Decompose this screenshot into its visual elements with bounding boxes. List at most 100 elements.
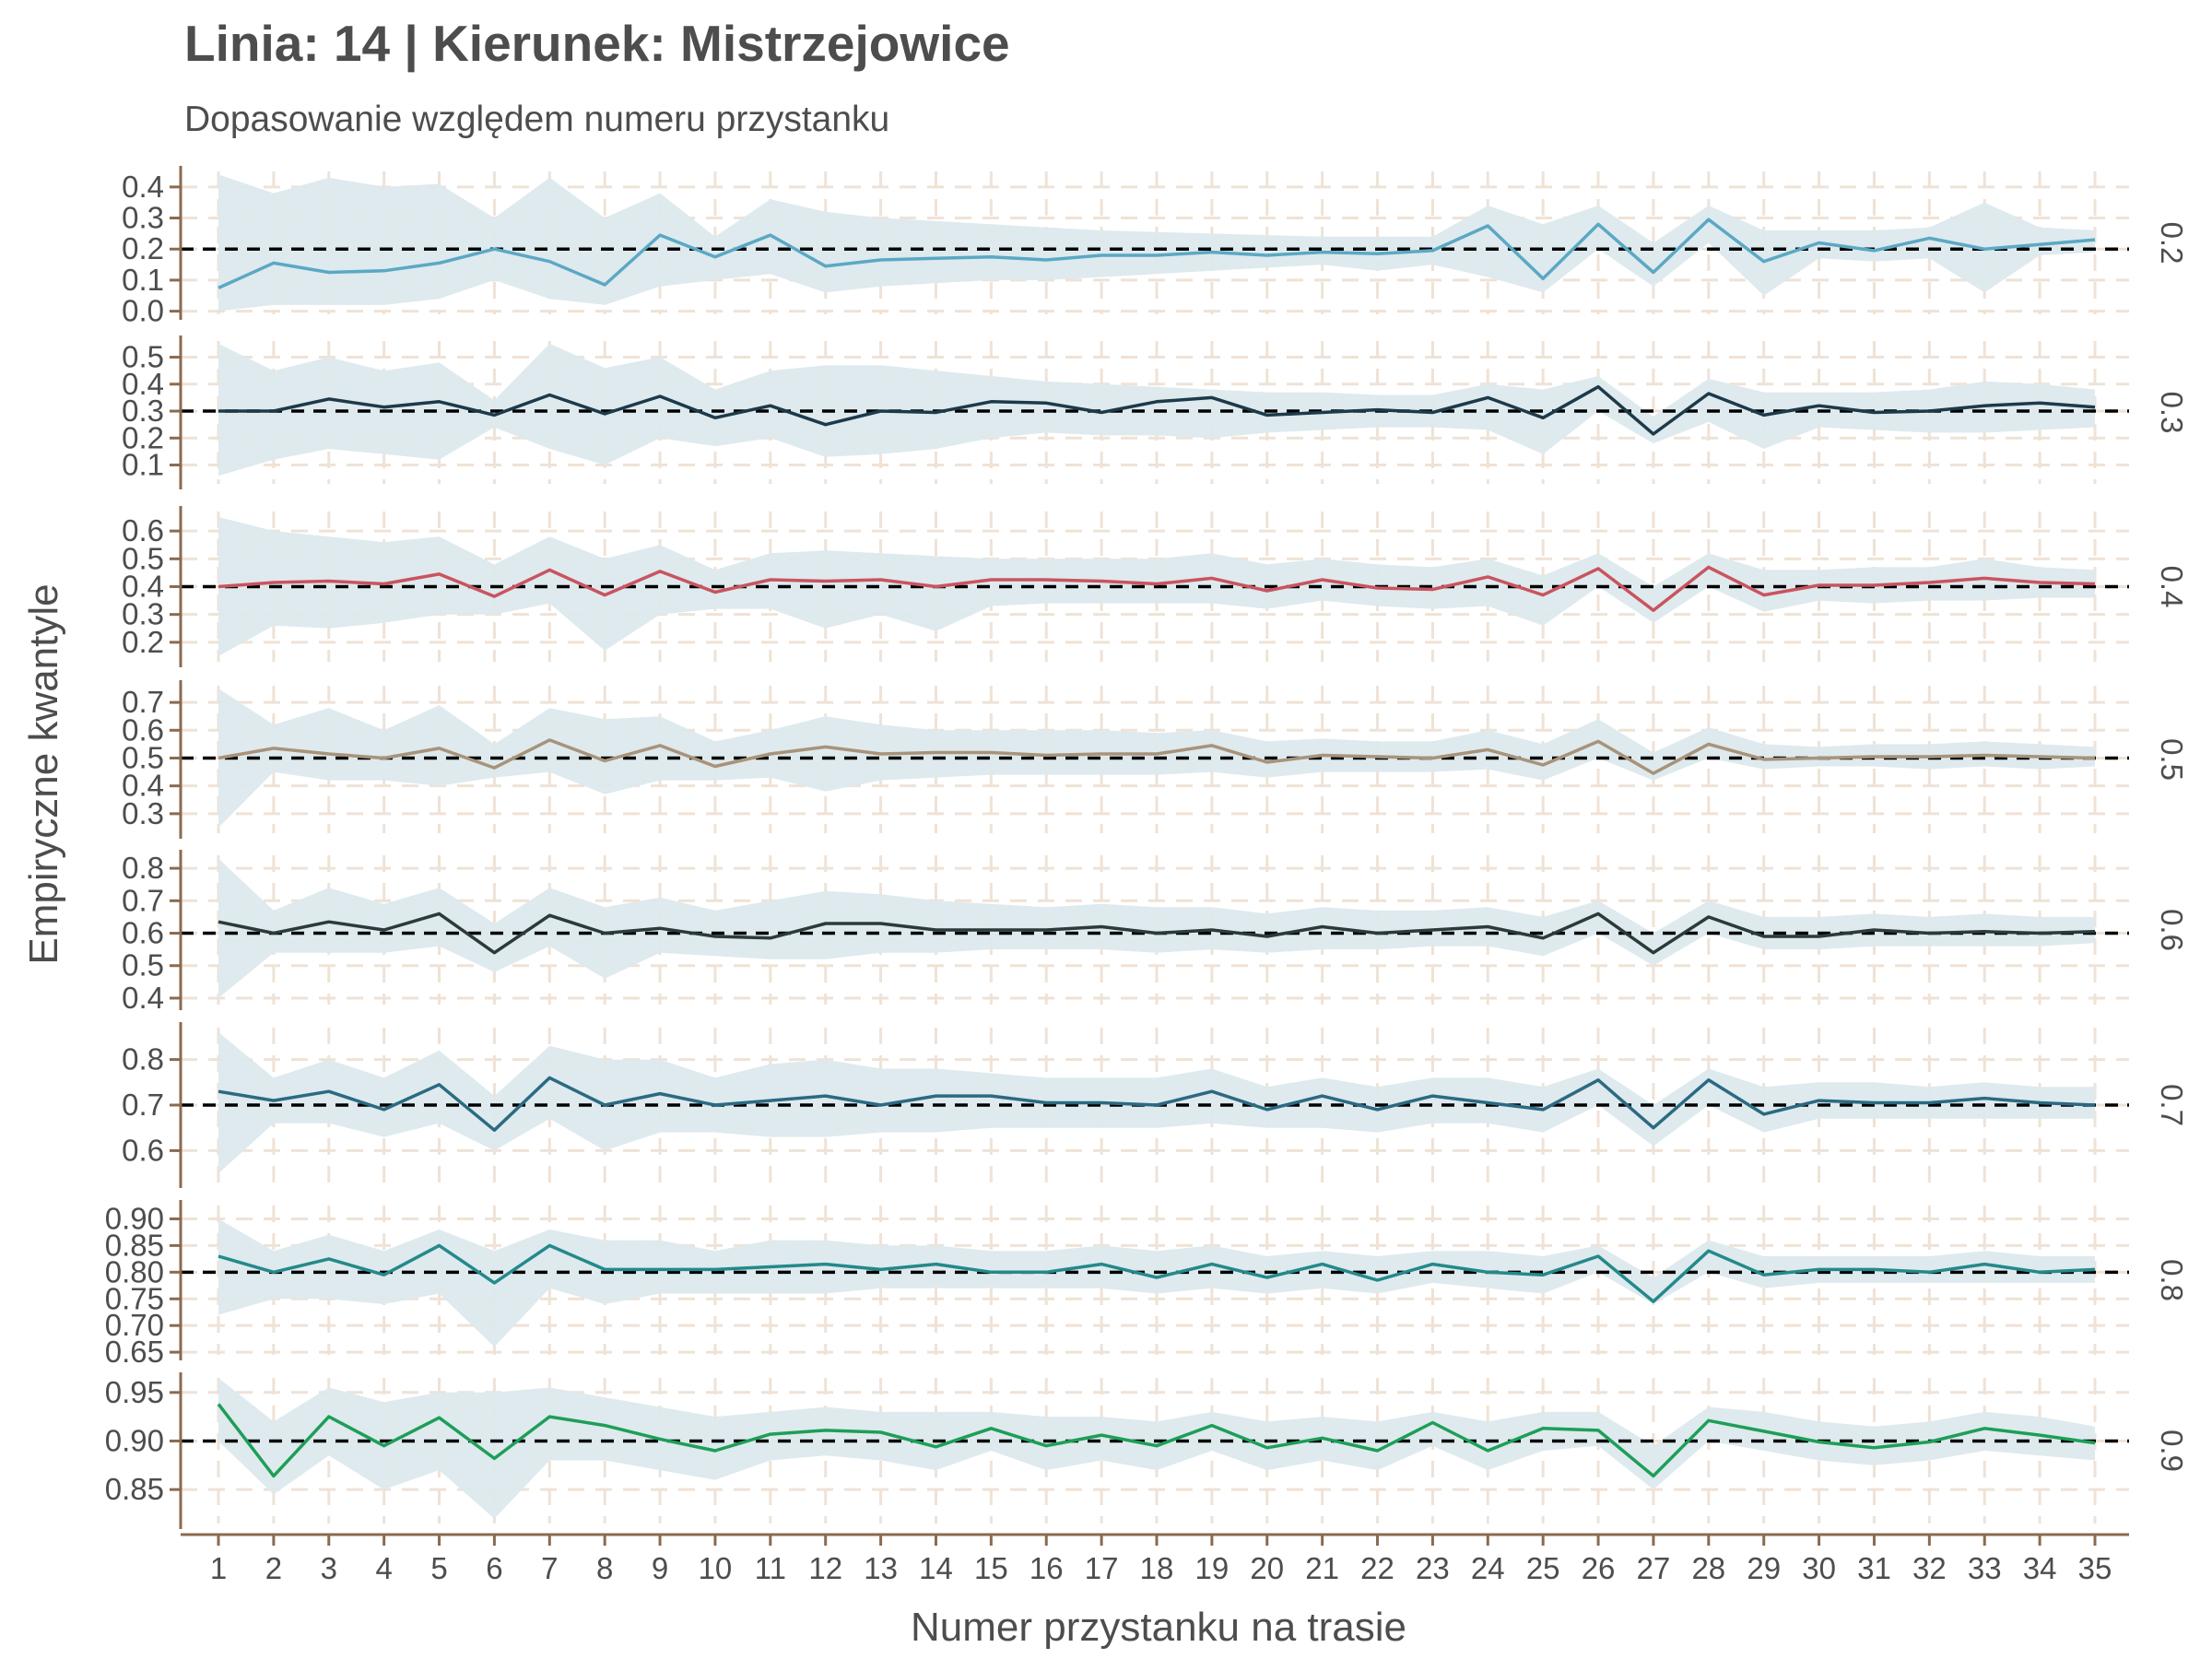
y-tick-label: 0.6 [122,1133,164,1167]
y-tick-label: 0.0 [122,294,164,328]
x-tick-label: 4 [375,1551,392,1585]
x-tick-label: 8 [596,1551,613,1585]
y-tick-label: 0.90 [105,1423,164,1457]
x-tick-label: 9 [652,1551,668,1585]
facet-panel: 0.20.30.40.50.60.4 [122,506,2189,667]
confidence-band [218,858,2095,998]
confidence-band [218,174,2095,312]
y-tick-label: 0.4 [122,170,164,204]
y-tick-label: 0.2 [122,231,164,265]
y-tick-label: 0.75 [105,1281,164,1315]
x-tick-label: 10 [699,1551,733,1585]
x-tick-label: 15 [974,1551,1008,1585]
series-line [218,1243,2096,1303]
x-tick-label: 25 [1526,1551,1560,1585]
x-tick-label: 22 [1360,1551,1394,1585]
facet-strip-label: 0.2 [2155,222,2189,265]
x-tick-label: 19 [1195,1551,1230,1585]
x-tick-label: 23 [1416,1551,1450,1585]
y-tick-label: 0.5 [122,541,164,575]
x-tick-label: 6 [486,1551,502,1585]
confidence-band [218,1378,2095,1519]
facet-panel: 0.30.40.50.60.70.5 [122,680,2189,839]
y-tick-label: 0.85 [105,1472,164,1506]
y-tick-label: 0.7 [122,883,164,917]
y-tick-label: 0.3 [122,394,164,428]
y-tick-label: 0.3 [122,201,164,235]
facet-panel: 0.85 0.90 0.95 0.9 [105,1372,2189,1529]
x-tick-label: 35 [2078,1551,2112,1585]
x-tick-label: 1 [210,1551,227,1585]
facet-strip-label: 0.3 [2155,392,2189,434]
series-line [218,912,2096,955]
x-tick-label: 31 [1857,1551,1891,1585]
facet-strip-label: 0.7 [2155,1084,2189,1126]
y-tick-label: 0.7 [122,685,164,719]
x-tick-label: 34 [2023,1551,2057,1585]
y-tick-label: 0.4 [122,981,164,1015]
x-tick-label: 32 [1912,1551,1947,1585]
series-line [218,384,2096,436]
y-tick-label: 0.1 [122,263,164,297]
x-tick-label: 3 [321,1551,337,1585]
x-tick-label: 11 [755,1551,786,1585]
x-tick-label: 16 [1030,1551,1064,1585]
x-tick-label: 24 [1471,1551,1505,1585]
y-tick-label: 0.6 [122,513,164,547]
y-tick-label: 0.6 [122,916,164,950]
x-tick-label: 20 [1250,1551,1284,1585]
x-tick-label: 2 [265,1551,282,1585]
y-tick-label: 0.2 [122,420,164,454]
series-line [218,218,2096,289]
x-tick-label: 33 [1968,1551,2002,1585]
facet-panel: 0.650.700.750.800.850.90 0.8 [105,1200,2189,1369]
facet-strip-label: 0.4 [2155,566,2189,608]
y-tick-label: 0.7 [122,1088,164,1122]
series-line [217,1403,2096,1478]
facet-panel: 0.40.50.60.70.80.6 [122,850,2189,1015]
x-axis-title: Numer przystanku na trasie [911,1605,1406,1650]
series-line [218,565,2096,612]
x-tick-label: 7 [541,1551,558,1585]
x-tick-label: 12 [808,1551,842,1585]
y-tick-label: 0.8 [122,1042,164,1077]
series-line [218,1076,2096,1132]
confidence-band [218,1218,2095,1347]
x-tick-label: 18 [1140,1551,1174,1585]
y-tick-label: 0.5 [122,740,164,774]
y-tick-label: 0.4 [122,570,164,604]
x-tick-label: 26 [1582,1551,1616,1585]
facet-strip-label: 0.9 [2155,1430,2189,1472]
chart-title: Linia: 14 | Kierunek: Mistrzejowice [184,15,1010,73]
x-axis: 1 2 3 4 5 6 7 8 9 10 11 12 13 14 15 16 17 18 19 20 21 22 23 24 2… [181,1533,2129,1585]
x-tick-label: 30 [1802,1551,1836,1585]
facet-strip-label: 0.8 [2155,1259,2189,1301]
y-tick-label: 0.8 [122,851,164,885]
y-tick-label: 0.5 [122,340,164,374]
x-tick-label: 29 [1747,1551,1781,1585]
y-tick-label: 0.1 [122,448,164,482]
chart-subtitle: Dopasowanie względem numeru przystanku [184,100,889,139]
x-tick-label: 13 [864,1551,898,1585]
y-tick-label: 0.70 [105,1308,164,1342]
facet-panel: 0.6 0.7 0.8 0.7 [122,1022,2189,1188]
facet-panels: 0.00.10.20.30.40.20.10.20.30.40.50.30.20… [105,166,2189,1529]
y-tick-label: 0.5 [122,948,164,982]
y-tick-label: 0.6 [122,712,164,747]
x-tick-label: 5 [430,1551,447,1585]
y-tick-label: 0.95 [105,1375,164,1409]
y-tick-label: 0.3 [122,597,164,631]
facet-panel: 0.10.20.30.40.50.3 [122,335,2189,489]
x-tick-label: 21 [1305,1551,1339,1585]
facet-strip-label: 0.6 [2155,909,2189,951]
y-tick-label: 0.65 [105,1335,164,1369]
x-tick-label: 28 [1691,1551,1725,1585]
facet-panel: 0.00.10.20.30.40.2 [122,166,2189,328]
y-tick-label: 0.4 [122,769,164,803]
confidence-band [218,1031,2095,1174]
series-line [218,738,2096,775]
x-tick-label: 17 [1085,1551,1119,1585]
y-tick-label: 0.80 [105,1254,164,1288]
